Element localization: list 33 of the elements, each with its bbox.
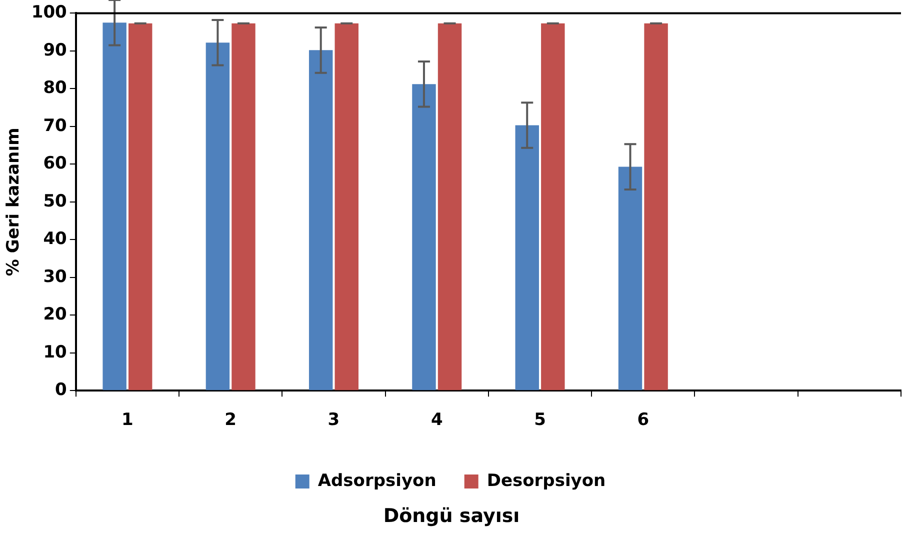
y-tick-label: 80 [43,78,68,98]
x-tick-label: 2 [224,410,237,430]
y-tick-label: 60 [43,154,68,174]
y-tick-label: 20 [43,304,68,325]
x-tick-label: 1 [122,410,134,430]
bar [308,50,333,390]
y-tick-label: 100 [31,2,68,23]
bar [438,23,462,390]
y-tick-label: 30 [43,266,68,287]
y-tick-label: 70 [43,116,68,136]
x-tick-label: 3 [328,410,340,430]
bar [515,125,539,390]
y-tick-label: 50 [43,191,68,212]
legend-label: Desorpsiyon [486,470,606,491]
bar [412,84,436,390]
y-tick-label: 10 [43,342,68,362]
y-axis-title: % Geri kazanım [4,128,24,276]
bar [206,42,230,390]
x-axis-title: Döngü sayısı [382,505,521,527]
bar [232,23,256,390]
x-tick-label: 6 [637,410,650,430]
y-tick-label: 90 [43,40,68,60]
bar [334,23,358,390]
x-tick-label: 4 [430,410,443,430]
bar [618,166,642,390]
y-tick-label: 40 [43,229,68,250]
bar [102,22,126,390]
bar [128,23,152,390]
bar [541,23,565,390]
y-tick-label: 0 [55,380,68,400]
x-tick-label: 5 [534,410,546,430]
bar [644,23,668,390]
legend-label: Adsorpsiyon [318,470,436,491]
